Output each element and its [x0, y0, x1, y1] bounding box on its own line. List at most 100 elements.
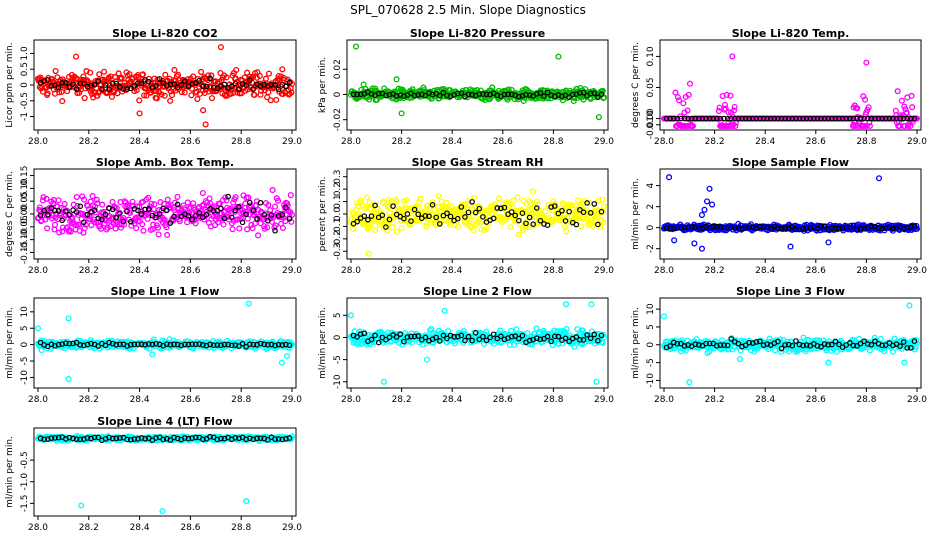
black-data-point	[239, 219, 246, 226]
black-data-point	[900, 115, 907, 122]
black-data-point	[375, 90, 382, 97]
x-tick-label: 28.6	[493, 137, 513, 147]
outlier-point	[729, 53, 736, 60]
black-data-point	[203, 83, 210, 90]
black-data-point	[714, 115, 720, 122]
y-tick-label: 5	[333, 312, 343, 318]
black-data-point	[818, 115, 824, 122]
data-point	[190, 73, 197, 80]
x-tick-label: 28.0	[341, 137, 361, 147]
data-point	[686, 80, 694, 87]
data-point	[126, 71, 133, 78]
outlier-point	[34, 325, 42, 332]
data-point	[357, 197, 364, 204]
outlier-point	[698, 245, 705, 252]
black-data-point	[807, 115, 814, 122]
black-data-point	[254, 216, 260, 222]
data-point	[393, 228, 400, 235]
black-data-point	[62, 79, 69, 86]
x-tick-label: 28.6	[493, 395, 513, 405]
data-point	[390, 220, 397, 227]
y-axis-label: percent per min.	[318, 177, 328, 252]
data-point	[398, 224, 405, 231]
data-point	[262, 75, 269, 82]
data-point	[271, 203, 279, 210]
black-data-point	[228, 214, 235, 221]
black-data-point	[228, 83, 235, 90]
data-point	[772, 347, 779, 354]
black-data-point	[879, 115, 885, 122]
black-data-point	[286, 215, 293, 222]
outlier-point	[736, 355, 743, 363]
x-tick-label: 28.6	[180, 395, 200, 405]
black-data-point	[232, 80, 239, 87]
black-data-point	[573, 221, 580, 228]
data-point	[77, 76, 84, 83]
x-tick-label: 28.6	[806, 137, 826, 147]
black-data-point	[890, 115, 896, 122]
black-data-point	[580, 89, 587, 96]
x-tick-label: 29.0	[907, 266, 927, 276]
outlier-point	[398, 110, 405, 117]
data-point	[680, 100, 687, 107]
data-point	[249, 225, 256, 232]
data-point	[161, 92, 168, 99]
outlier-point	[149, 351, 156, 358]
black-data-point	[383, 92, 389, 99]
data-point	[893, 112, 900, 119]
black-data-point	[476, 91, 483, 97]
black-data-point	[41, 207, 47, 214]
data-point	[222, 194, 229, 201]
black-data-point	[685, 115, 691, 122]
outlier-point	[217, 44, 224, 51]
black-data-point	[246, 77, 253, 83]
outlier-point	[787, 243, 794, 250]
data-point	[143, 92, 150, 99]
outlier-point	[709, 201, 716, 208]
black-data-point	[440, 89, 447, 96]
x-tick-label: 28.4	[130, 523, 150, 533]
black-data-point	[171, 213, 177, 220]
data-point	[96, 71, 103, 78]
data-point	[562, 228, 570, 235]
data-point	[144, 215, 151, 222]
data-point	[133, 225, 140, 232]
data-point	[120, 214, 127, 222]
black-data-point	[167, 220, 174, 226]
black-data-point	[667, 115, 673, 122]
figure-title: SPL_070628 2.5 Min. Slope Diagnostics	[350, 3, 586, 17]
x-tick-label: 28.0	[341, 266, 361, 276]
y-tick-label: -0.3	[333, 242, 343, 260]
data-point	[727, 92, 734, 99]
black-data-point	[775, 115, 781, 122]
data-point	[181, 205, 188, 212]
x-tick-label: 28.0	[28, 395, 48, 405]
black-data-point	[91, 207, 98, 213]
data-point	[141, 92, 148, 99]
black-data-point	[102, 211, 109, 218]
data-point	[148, 200, 155, 207]
data-point	[58, 88, 65, 95]
data-point	[475, 202, 482, 209]
black-data-point	[142, 206, 148, 213]
data-point	[599, 87, 606, 94]
panel-title: Slope Sample Flow	[732, 156, 849, 169]
black-data-point	[569, 91, 576, 98]
black-data-point	[77, 203, 84, 210]
outlier-point	[380, 378, 387, 385]
data-point	[282, 218, 289, 225]
data-point	[198, 68, 205, 75]
data-point	[163, 224, 170, 231]
y-tick-label: -10	[20, 370, 30, 385]
black-data-point	[120, 86, 127, 92]
data-point	[184, 199, 191, 206]
data-point	[155, 231, 162, 238]
y-tick-label: 0.02	[333, 59, 343, 79]
outlier-point	[136, 110, 143, 117]
x-tick-label: 28.2	[392, 266, 412, 276]
black-data-point	[533, 91, 540, 97]
black-data-point	[868, 115, 875, 122]
panel-title: Slope Li-820 Temp.	[732, 27, 850, 40]
black-data-point	[207, 75, 213, 82]
